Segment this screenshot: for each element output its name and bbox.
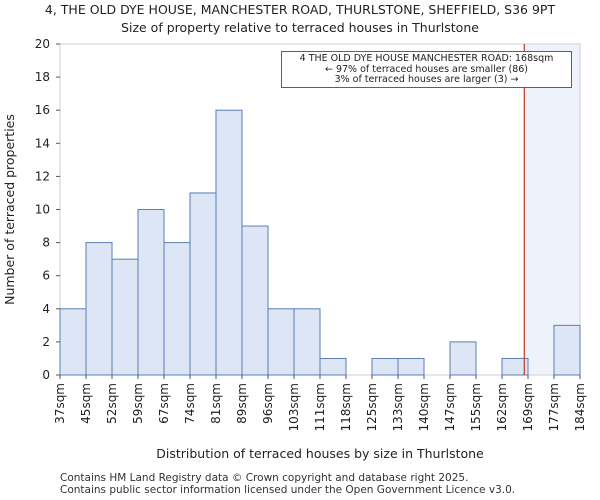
x-tick-label-111sqm: 111sqm bbox=[313, 383, 327, 431]
y-tick-label-4: 4 bbox=[42, 302, 50, 316]
bar-133sqm bbox=[397, 357, 425, 376]
y-tick-label-18: 18 bbox=[35, 70, 50, 84]
bar-162sqm bbox=[501, 357, 529, 376]
x-tick-label-162sqm: 162sqm bbox=[495, 383, 509, 431]
bar-81sqm bbox=[215, 109, 243, 376]
chart-title: 4, THE OLD DYE HOUSE, MANCHESTER ROAD, T… bbox=[44, 2, 556, 17]
bar-89sqm bbox=[241, 225, 269, 376]
y-axis-label: Number of terraced properties bbox=[2, 114, 17, 305]
y-tick-label-6: 6 bbox=[42, 269, 50, 283]
bar-45sqm bbox=[85, 242, 113, 376]
x-tick-label-125sqm: 125sqm bbox=[365, 383, 379, 431]
x-axis-label: Distribution of terraced houses by size … bbox=[156, 446, 484, 461]
bar-96sqm bbox=[267, 308, 295, 376]
x-tick-label-118sqm: 118sqm bbox=[339, 383, 353, 431]
x-tick-label-67sqm: 67sqm bbox=[157, 383, 171, 424]
x-tick-label-59sqm: 59sqm bbox=[131, 383, 145, 424]
x-tick-label-74sqm: 74sqm bbox=[183, 383, 197, 424]
bar-74sqm bbox=[189, 192, 217, 376]
bar-147sqm bbox=[449, 341, 477, 376]
bar-37sqm bbox=[59, 308, 87, 376]
y-tick-label-20: 20 bbox=[35, 37, 50, 51]
bar-52sqm bbox=[111, 258, 139, 376]
x-tick-label-45sqm: 45sqm bbox=[79, 383, 93, 424]
y-tick-label-10: 10 bbox=[35, 203, 50, 217]
x-tick-label-177sqm: 177sqm bbox=[547, 383, 561, 431]
bar-111sqm bbox=[319, 357, 347, 376]
x-tick-label-147sqm: 147sqm bbox=[443, 383, 457, 431]
y-tick-label-14: 14 bbox=[35, 136, 50, 150]
y-tick-label-2: 2 bbox=[42, 335, 50, 349]
y-tick-label-8: 8 bbox=[42, 236, 50, 250]
chart-subtitle: Size of property relative to terraced ho… bbox=[121, 20, 479, 35]
x-tick-label-155sqm: 155sqm bbox=[469, 383, 483, 431]
x-tick-label-89sqm: 89sqm bbox=[235, 383, 249, 424]
x-tick-label-140sqm: 140sqm bbox=[417, 383, 431, 431]
x-tick-label-52sqm: 52sqm bbox=[105, 383, 119, 424]
footer-line-1: Contains HM Land Registry data © Crown c… bbox=[60, 472, 469, 484]
bar-67sqm bbox=[163, 242, 191, 376]
highlight-region bbox=[524, 44, 580, 375]
bar-103sqm bbox=[293, 308, 321, 376]
annotation-line-3: 3% of terraced houses are larger (3) → bbox=[334, 74, 519, 85]
marker-annotation-box: 4 THE OLD DYE HOUSE MANCHESTER ROAD: 168… bbox=[281, 51, 572, 88]
bar-177sqm bbox=[553, 324, 581, 376]
y-tick-label-16: 16 bbox=[35, 103, 50, 117]
annotation-line-1: 4 THE OLD DYE HOUSE MANCHESTER ROAD: 168… bbox=[299, 53, 554, 64]
x-tick-label-81sqm: 81sqm bbox=[209, 383, 223, 424]
x-tick-label-103sqm: 103sqm bbox=[287, 383, 301, 431]
annotation-line-2: ← 97% of terraced houses are smaller (86… bbox=[324, 63, 529, 75]
x-tick-label-37sqm: 37sqm bbox=[53, 383, 67, 424]
x-tick-label-184sqm: 184sqm bbox=[573, 383, 587, 431]
y-tick-label-12: 12 bbox=[35, 169, 50, 183]
bar-59sqm bbox=[137, 209, 165, 376]
x-tick-label-96sqm: 96sqm bbox=[261, 383, 275, 424]
x-tick-label-133sqm: 133sqm bbox=[391, 383, 405, 431]
x-tick-label-169sqm: 169sqm bbox=[521, 383, 535, 431]
footer-line-2: Contains public sector information licen… bbox=[60, 484, 516, 496]
y-tick-label-0: 0 bbox=[42, 368, 50, 382]
bar-125sqm bbox=[371, 357, 399, 376]
